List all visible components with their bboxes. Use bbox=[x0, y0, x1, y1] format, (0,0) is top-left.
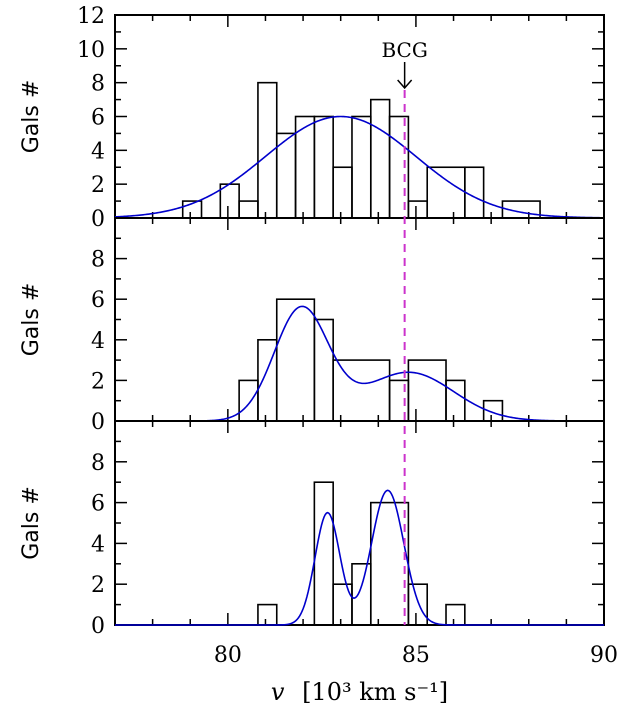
histogram-bin bbox=[351, 115, 372, 219]
x-axis-unit: [10³ km s⁻¹] bbox=[302, 678, 448, 706]
x-axis-label: v [10³ km s⁻¹] bbox=[271, 678, 448, 706]
histogram-bin bbox=[407, 200, 429, 219]
y-tick-label: 6 bbox=[91, 492, 105, 517]
panel-frame bbox=[114, 217, 605, 422]
histogram-bin bbox=[407, 583, 429, 626]
x-tick-label: 80 bbox=[214, 643, 242, 668]
histogram-bin bbox=[445, 379, 466, 422]
x-tick-label: 85 bbox=[402, 643, 430, 668]
y-tick-label: 6 bbox=[91, 288, 105, 313]
histogram-bin bbox=[275, 132, 297, 219]
histogram-bin bbox=[257, 603, 278, 626]
histogram-bin bbox=[332, 166, 353, 219]
histogram-bin bbox=[313, 481, 334, 626]
panel-1: 0 2 4 6 8 10 12 Gals # bbox=[19, 4, 605, 232]
bcg-arrow-head bbox=[397, 79, 413, 90]
bcg-annotation: BCG bbox=[381, 38, 428, 90]
y-axis-label: Gals # bbox=[19, 80, 44, 154]
histogram-bin bbox=[369, 98, 391, 219]
y-tick-label: 4 bbox=[91, 139, 105, 164]
panel-frame bbox=[114, 420, 605, 626]
histogram-bin bbox=[238, 200, 259, 219]
y-tick-label: 0 bbox=[91, 614, 105, 639]
histogram-bin bbox=[351, 562, 372, 626]
fit-curve bbox=[115, 489, 604, 626]
y-tick-label: 2 bbox=[91, 369, 105, 394]
x-tick-label: 90 bbox=[590, 643, 618, 668]
y-tick-label: 8 bbox=[91, 72, 105, 97]
x-axis-variable: v bbox=[271, 678, 285, 706]
y-axis-label: Gals # bbox=[19, 486, 44, 560]
fit-curve bbox=[115, 305, 604, 422]
y-tick-label: 8 bbox=[91, 451, 105, 476]
y-tick-label: 6 bbox=[91, 106, 105, 131]
histogram-bin bbox=[464, 166, 485, 219]
x-tick-labels: 80 85 90 bbox=[214, 643, 618, 668]
bcg-label: BCG bbox=[381, 38, 427, 62]
y-tick-label: 4 bbox=[91, 329, 105, 354]
y-tick-label: 8 bbox=[91, 248, 105, 273]
panels: 0 2 4 6 8 10 12 Gals # 0 2 4 6 8 Gals # 0 2 4 6 8 Gals # bbox=[19, 4, 605, 639]
y-tick-label: 0 bbox=[91, 207, 105, 232]
histogram-bin bbox=[313, 115, 334, 219]
y-tick-label: 12 bbox=[77, 4, 105, 29]
y-axis-label: Gals # bbox=[19, 283, 44, 357]
histogram-bin bbox=[219, 183, 240, 219]
histogram-bin bbox=[275, 298, 316, 422]
y-tick-label: 10 bbox=[77, 38, 105, 63]
histogram-bin bbox=[426, 166, 466, 219]
histogram-bin bbox=[238, 379, 259, 422]
histogram-bin bbox=[407, 359, 447, 422]
fit-curve bbox=[114, 115, 605, 219]
histogram-bin bbox=[445, 603, 466, 626]
panel-3: 0 2 4 6 8 Gals # bbox=[19, 420, 605, 639]
y-tick-label: 2 bbox=[91, 573, 105, 598]
y-tick-label: 0 bbox=[91, 410, 105, 435]
histogram-bin bbox=[332, 583, 353, 626]
panel-2: 0 2 4 6 8 Gals # bbox=[19, 217, 605, 435]
y-tick-label: 4 bbox=[91, 532, 105, 557]
y-tick-label: 2 bbox=[91, 173, 105, 198]
